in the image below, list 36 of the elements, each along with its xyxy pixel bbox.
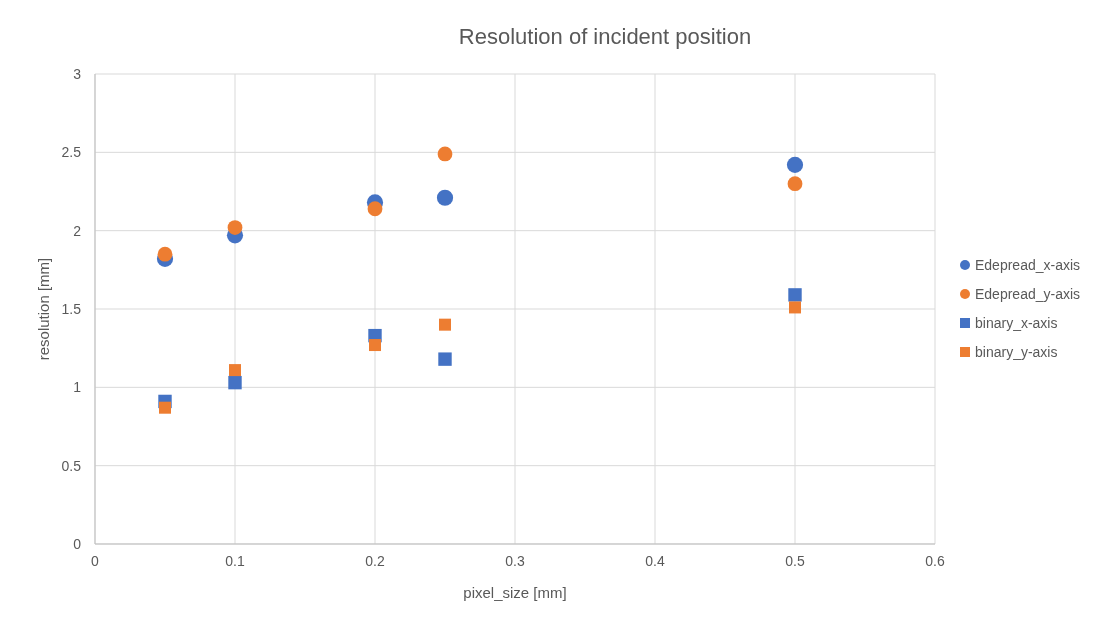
y-tick-label: 1.5 [61, 301, 82, 317]
chart-title: Resolution of incident position [458, 24, 752, 49]
point [367, 201, 383, 217]
point [436, 189, 454, 206]
legend-label: Edepread_x-axis [975, 257, 1081, 273]
point [788, 288, 802, 302]
x-tick-label: 0.1 [225, 553, 245, 569]
point [439, 318, 451, 331]
y-tick-label: 0.5 [61, 457, 82, 474]
y-axis-title: resolution [mm] [35, 257, 52, 361]
x-tick-label: 0 [91, 553, 100, 569]
point [228, 375, 242, 390]
point [157, 246, 173, 262]
point [229, 364, 241, 377]
y-tick-label: 0 [73, 536, 82, 552]
point [437, 146, 453, 162]
point [787, 176, 803, 192]
legend-label: binary_x-axis [975, 315, 1058, 331]
x-tick-label: 0.3 [505, 553, 525, 569]
point [369, 339, 381, 352]
x-axis-title: pixel_size [mm] [463, 584, 567, 601]
y-tick-label: 2.5 [61, 144, 82, 161]
legend-label: binary_y-axis [975, 344, 1058, 360]
point [789, 301, 801, 314]
point [227, 220, 243, 235]
point [159, 401, 171, 414]
point [786, 156, 804, 173]
x-tick-label: 0.6 [925, 553, 945, 569]
x-tick-label: 0.4 [645, 553, 665, 569]
x-tick-label: 0.2 [365, 553, 385, 569]
y-tick-label: 3 [73, 66, 82, 82]
legend-label: Edepread_y-axis [975, 286, 1081, 302]
x-tick-label: 0.5 [785, 553, 805, 569]
y-tick-label: 2 [73, 222, 82, 239]
point [438, 352, 452, 366]
y-tick-label: 1 [73, 379, 82, 396]
